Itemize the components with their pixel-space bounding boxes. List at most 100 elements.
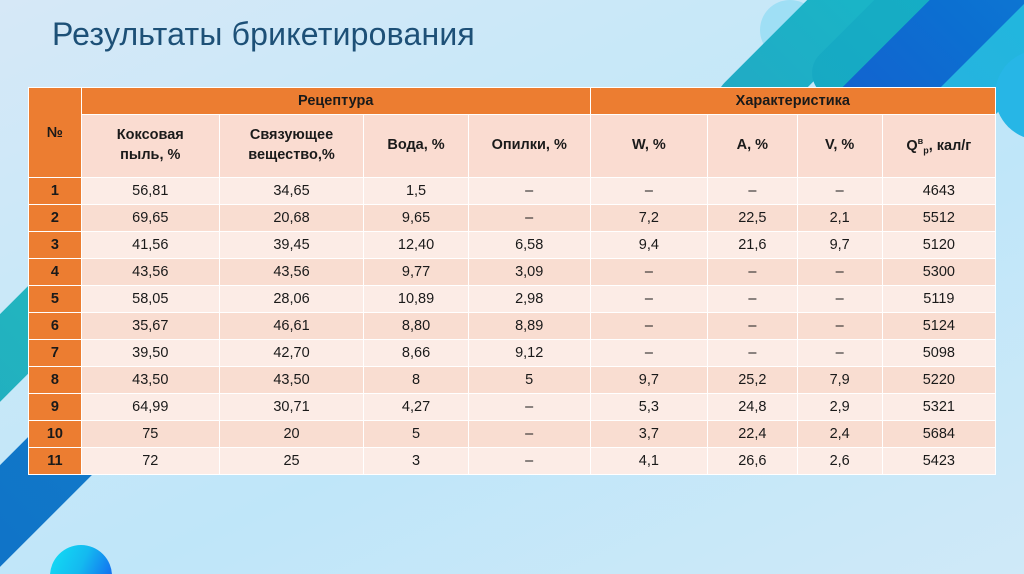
cell-coke: 41,56	[81, 232, 219, 258]
column-header-q-subscript: р	[923, 145, 929, 156]
cell-coke: 35,67	[81, 313, 219, 339]
cell-water: 8,80	[364, 313, 468, 339]
cell-water: 1,5	[364, 178, 468, 204]
cell-binder: 28,06	[219, 286, 364, 312]
cell-v: 7,9	[797, 367, 882, 393]
cell-a: 22,5	[708, 205, 797, 231]
cell-w: 7,2	[590, 205, 708, 231]
row-number: 9	[29, 394, 81, 420]
cell-a: 26,6	[708, 448, 797, 474]
cell-sawdust: 3,09	[468, 259, 590, 285]
table-group-header-row: № Рецептура Характеристика	[29, 88, 995, 177]
cell-q: 5119	[882, 286, 995, 312]
cell-w: –	[590, 259, 708, 285]
cell-binder: 20,68	[219, 205, 364, 231]
cell-v: –	[797, 313, 882, 339]
column-header-sawdust: Опилки, %	[468, 115, 590, 177]
cell-a: –	[708, 286, 797, 312]
row-number: 4	[29, 259, 81, 285]
cell-coke: 43,56	[81, 259, 219, 285]
row-number: 2	[29, 205, 81, 231]
column-header-q-units: , кал/г	[928, 137, 972, 154]
column-group-recipe: Рецептура	[81, 88, 590, 114]
table-row: 6 35,67 46,61 8,80 8,89– – –5124	[29, 313, 995, 339]
table-row: 11 72 25 3–4,1 26,6 2,6 5423	[29, 448, 995, 474]
table-row: 3 41,56 39,45 12,40 6,58 9,4 21,6 9,7 5120	[29, 232, 995, 258]
cell-a: 25,2	[708, 367, 797, 393]
row-number: 7	[29, 340, 81, 366]
cell-water: 9,77	[364, 259, 468, 285]
cell-water: 4,27	[364, 394, 468, 420]
decorative-circle-cyan	[995, 50, 1024, 140]
row-number: 8	[29, 367, 81, 393]
row-number: 5	[29, 286, 81, 312]
table-row: 5 58,05 28,06 10,89 2,98– – –5119	[29, 286, 995, 312]
cell-v: 2,9	[797, 394, 882, 420]
cell-a: –	[708, 340, 797, 366]
column-header-binder-line2: вещество,%	[248, 147, 335, 163]
table-subheader-row: Коксовая пыль, % Связующее вещество,% Во…	[29, 115, 995, 177]
cell-water: 3	[364, 448, 468, 474]
cell-w: 9,7	[590, 367, 708, 393]
cell-q: 5321	[882, 394, 995, 420]
column-header-coke-dust-line2: пыль, %	[120, 147, 181, 163]
table-row: 4 43,56 43,56 9,77 3,09– – –5300	[29, 259, 995, 285]
column-header-w: W, %	[590, 115, 708, 177]
cell-water: 5	[364, 421, 468, 447]
cell-v: –	[797, 286, 882, 312]
column-header-binder-line1: Связующее	[249, 127, 334, 144]
cell-w: 4,1	[590, 448, 708, 474]
cell-q: 4643	[882, 178, 995, 204]
cell-w: –	[590, 313, 708, 339]
column-header-q-symbol: Q	[906, 137, 918, 154]
cell-a: 22,4	[708, 421, 797, 447]
cell-coke: 75	[81, 421, 219, 447]
cell-binder: 25	[219, 448, 364, 474]
column-header-coke-dust-line1: Коксовая	[116, 127, 184, 144]
cell-water: 8	[364, 367, 468, 393]
results-table-wrapper: № Рецептура Характеристика Коксовая пыль…	[28, 87, 996, 475]
cell-v: –	[797, 259, 882, 285]
row-number: 3	[29, 232, 81, 258]
cell-coke: 56,81	[81, 178, 219, 204]
page-title: Результаты брикетирования	[52, 16, 475, 52]
cell-w: –	[590, 340, 708, 366]
cell-v: 2,1	[797, 205, 882, 231]
column-header-q: Qвр, кал/г	[882, 115, 995, 177]
cell-binder: 43,56	[219, 259, 364, 285]
table-row: 7 39,50 42,70 8,66 9,12– – –5098	[29, 340, 995, 366]
cell-q: 5300	[882, 259, 995, 285]
column-header-a: A, %	[708, 115, 797, 177]
cell-water: 10,89	[364, 286, 468, 312]
cell-q: 5124	[882, 313, 995, 339]
row-number: 1	[29, 178, 81, 204]
cell-coke: 39,50	[81, 340, 219, 366]
cell-a: –	[708, 313, 797, 339]
cell-q: 5098	[882, 340, 995, 366]
table-row: 1 56,81 34,65 1,5– – – –4643	[29, 178, 995, 204]
column-header-no: №	[29, 88, 81, 177]
cell-w: –	[590, 286, 708, 312]
cell-coke: 69,65	[81, 205, 219, 231]
cell-binder: 34,65	[219, 178, 364, 204]
column-group-characteristics: Характеристика	[590, 88, 995, 114]
cell-sawdust: –	[468, 205, 590, 231]
cell-q: 5423	[882, 448, 995, 474]
cell-binder: 42,70	[219, 340, 364, 366]
table-row: 10 75 20 5–3,7 22,4 2,4 5684	[29, 421, 995, 447]
column-header-v: V, %	[797, 115, 882, 177]
cell-water: 9,65	[364, 205, 468, 231]
cell-binder: 43,50	[219, 367, 364, 393]
cell-coke: 64,99	[81, 394, 219, 420]
cell-binder: 20	[219, 421, 364, 447]
cell-coke: 58,05	[81, 286, 219, 312]
column-header-binder: Связующее вещество,%	[219, 115, 364, 177]
cell-binder: 46,61	[219, 313, 364, 339]
cell-w: 5,3	[590, 394, 708, 420]
cell-sawdust: –	[468, 394, 590, 420]
cell-sawdust: 2,98	[468, 286, 590, 312]
cell-q: 5220	[882, 367, 995, 393]
cell-a: 21,6	[708, 232, 797, 258]
row-number: 11	[29, 448, 81, 474]
table-row: 2 69,65 20,68 9,65–7,2 22,5 2,1 5512	[29, 205, 995, 231]
